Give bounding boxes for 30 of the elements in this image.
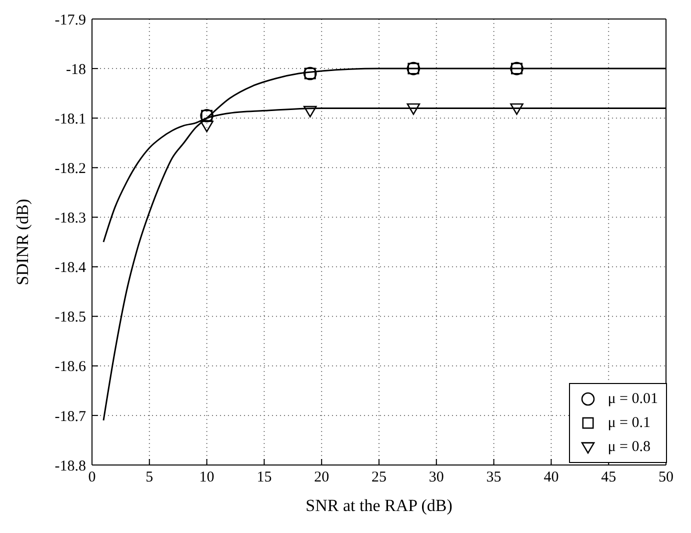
x-axis-title: SNR at the RAP (dB) (306, 496, 452, 515)
x-tick-label: 40 (544, 470, 559, 486)
x-tick-label: 0 (88, 470, 96, 486)
y-axis-title: SDINR (dB) (13, 198, 32, 286)
point (303, 106, 317, 118)
point (406, 103, 420, 115)
x-tick-label: 20 (314, 470, 330, 486)
legend-label: μ = 0.1 (608, 414, 650, 432)
x-tick-label: 50 (658, 470, 674, 486)
x-tick-label: 45 (601, 470, 616, 486)
x-tick-label: 25 (372, 470, 386, 486)
y-tick-label: -17.9 (54, 12, 86, 28)
legend-label: μ = 0.01 (608, 390, 658, 408)
y-tick-label: -18.1 (54, 111, 86, 128)
point (200, 120, 214, 132)
y-tick-label: -18.4 (54, 260, 86, 276)
y-tick-label: -18.8 (54, 458, 86, 474)
x-tick-label: 5 (146, 470, 154, 486)
y-tick-label: -18.7 (54, 408, 86, 425)
y-tick-label: -18 (66, 62, 86, 78)
x-tick-label: 15 (256, 470, 272, 486)
x-tick-label: 10 (199, 470, 214, 486)
y-tick-label: -18.2 (54, 160, 86, 177)
y-tick-label: -18.6 (54, 359, 86, 376)
x-tick-label: 35 (486, 470, 502, 486)
y-tick-label: -18.3 (54, 210, 86, 227)
y-tick-label: -18.5 (54, 310, 86, 326)
point (510, 103, 524, 115)
legend-label: μ = 0.8 (608, 438, 650, 456)
x-tick-label: 30 (428, 470, 444, 486)
